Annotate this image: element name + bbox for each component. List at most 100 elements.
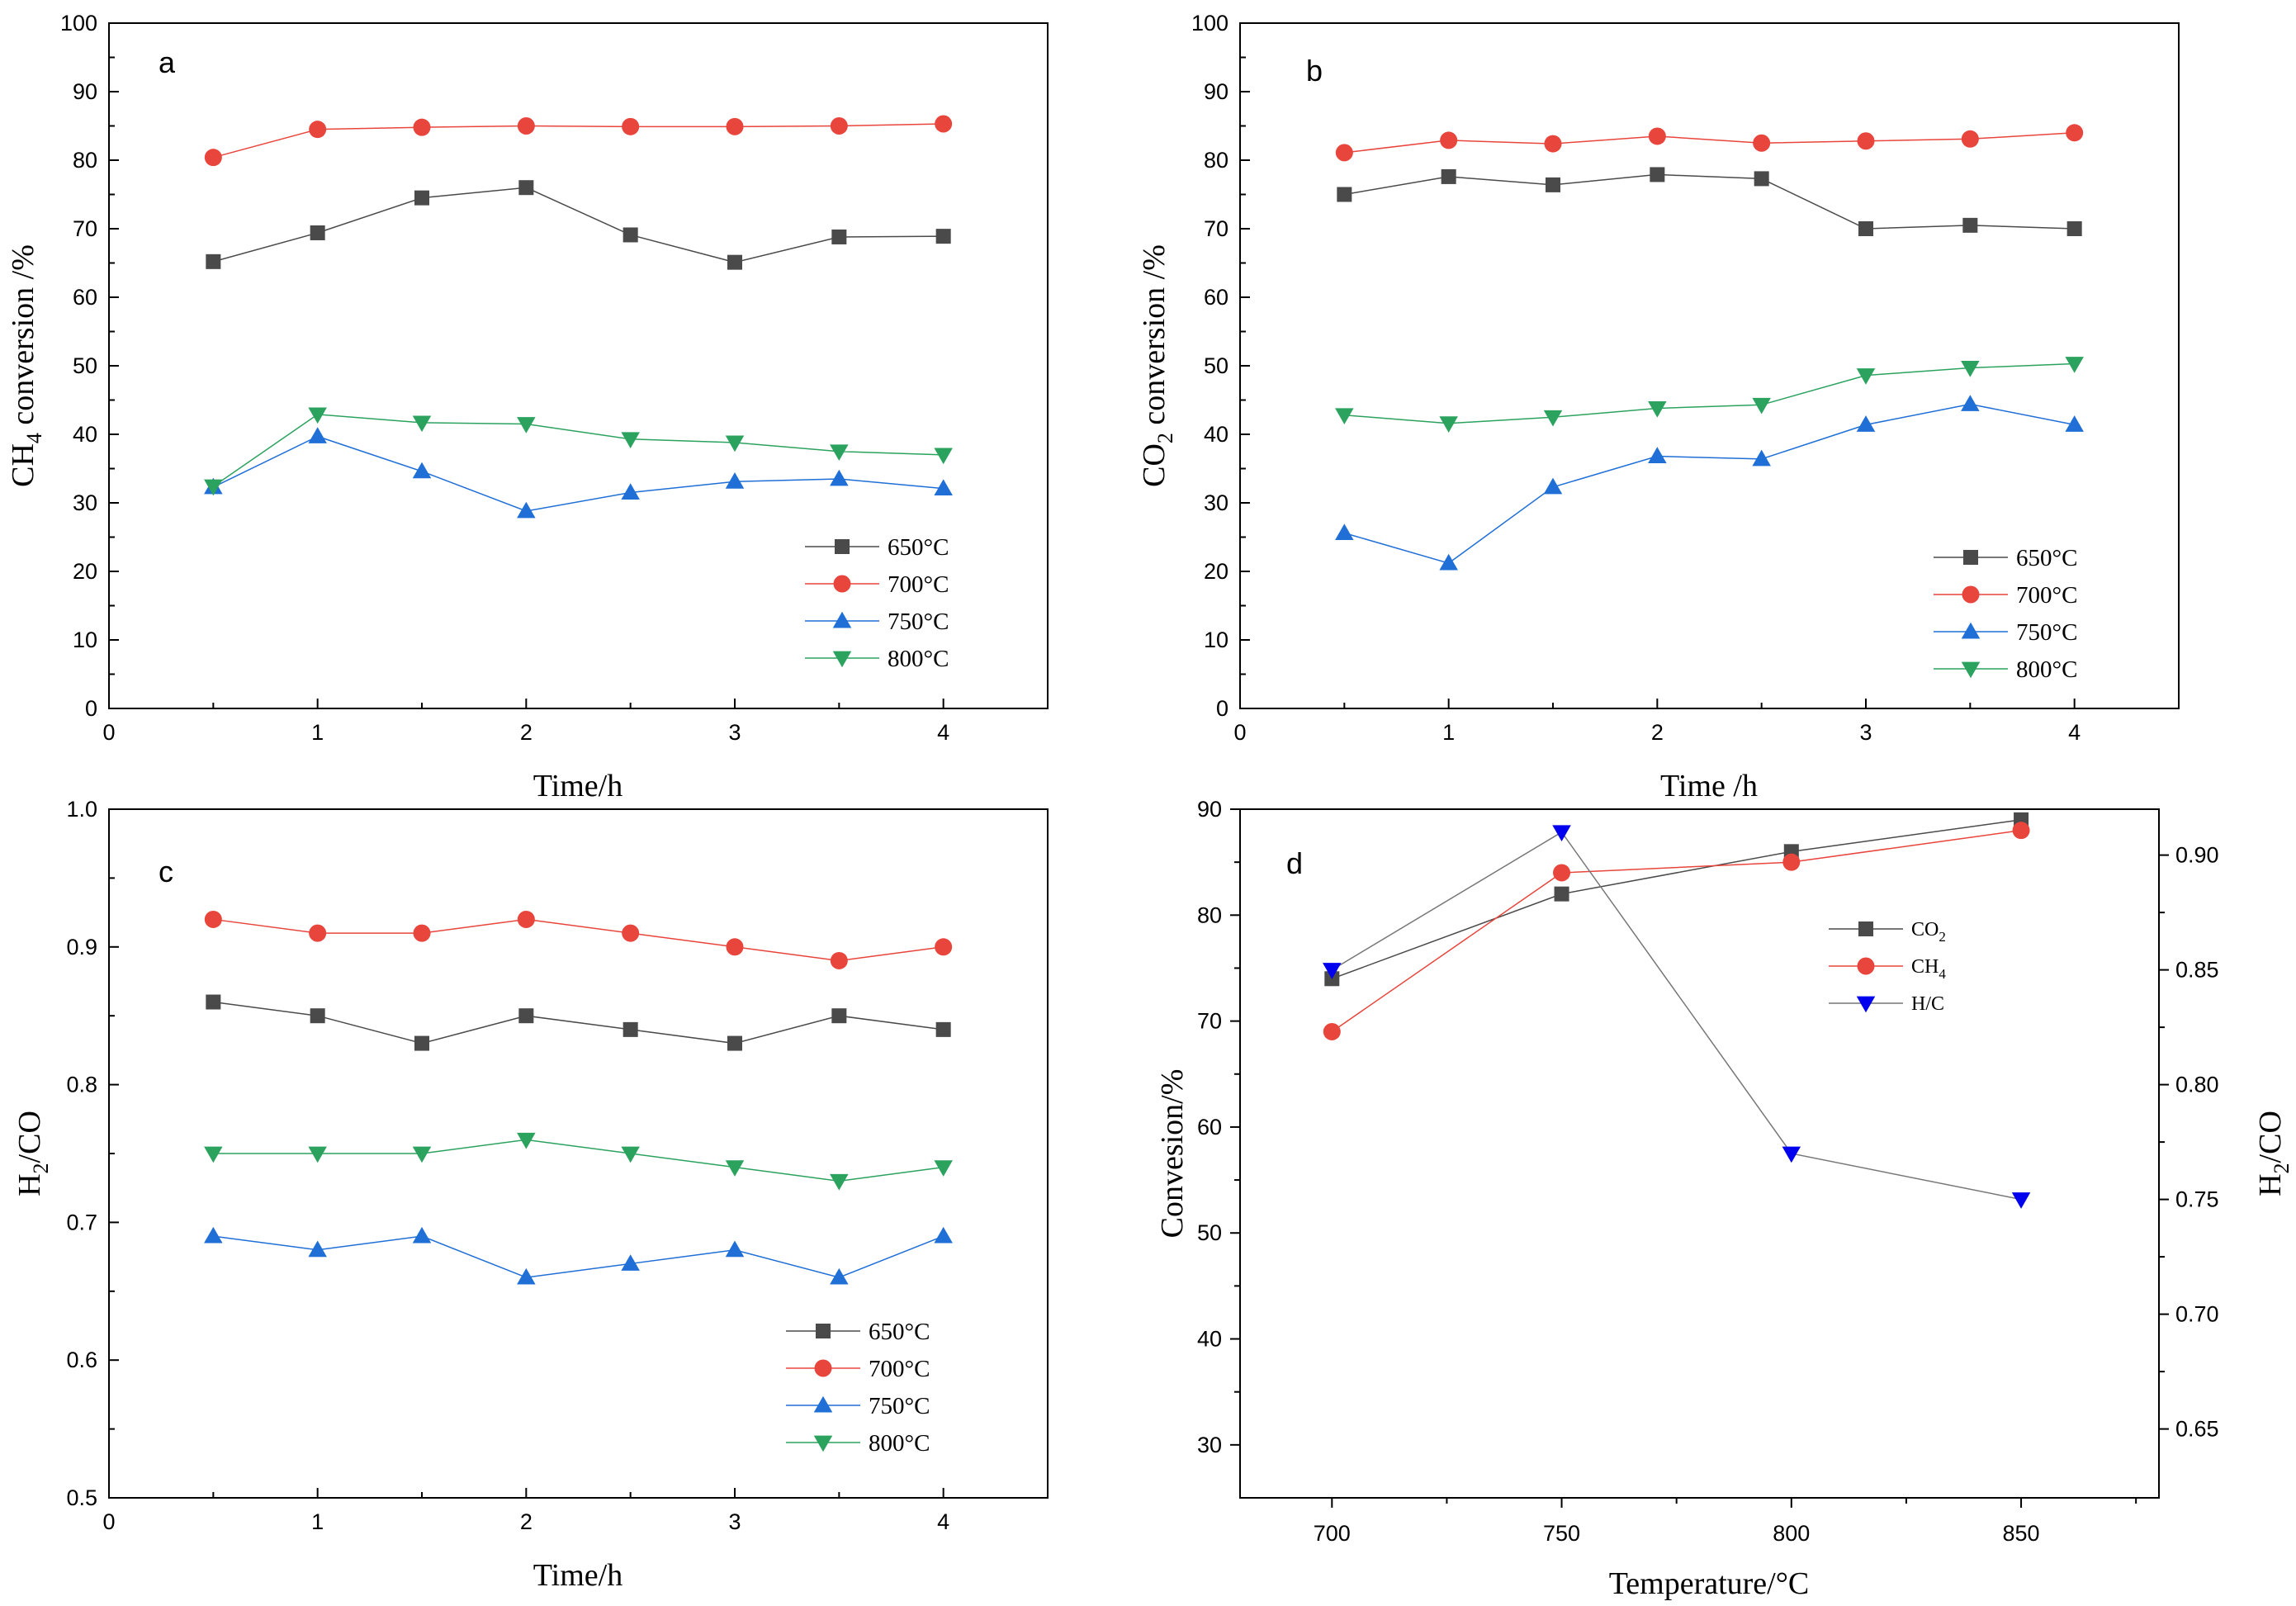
y-tick-label: 0.9 xyxy=(66,935,97,959)
data-point xyxy=(1856,415,1876,432)
data-point xyxy=(1439,416,1458,433)
x-axis-title-d: Temperature/°C xyxy=(1609,1566,1810,1601)
x-tick-label: 2 xyxy=(520,1509,533,1534)
series-layer-b xyxy=(1335,124,2084,571)
y-tick-label: 100 xyxy=(1191,11,1228,36)
data-point xyxy=(727,254,742,270)
x-tick-label: 4 xyxy=(937,720,949,745)
y-left-tick-label: 90 xyxy=(1197,797,1222,822)
series-line-700°C xyxy=(213,123,944,159)
panel-label-d: d xyxy=(1286,846,1303,880)
data-point xyxy=(1961,361,1980,377)
data-point xyxy=(935,938,953,956)
series-layer-a xyxy=(204,115,953,519)
data-point xyxy=(1782,1146,1801,1163)
x-tick-label: 1 xyxy=(1442,720,1455,745)
y-tick-label: 70 xyxy=(73,216,97,241)
y-tick-label: 0 xyxy=(1216,696,1228,721)
y-tick-label: 60 xyxy=(73,285,97,310)
x-tick-label: 4 xyxy=(937,1509,949,1534)
data-point xyxy=(1961,395,1980,411)
data-point xyxy=(517,117,535,135)
series-layer-c xyxy=(204,910,953,1285)
series-line-750°C xyxy=(213,1235,944,1278)
data-point xyxy=(518,180,534,196)
data-point xyxy=(1335,144,1353,162)
data-point xyxy=(310,1008,325,1024)
data-point xyxy=(412,1146,432,1163)
x-tick-label: 700 xyxy=(1314,1521,1351,1546)
data-point xyxy=(725,435,745,452)
legend-label: 750°C xyxy=(2016,619,2077,646)
data-point xyxy=(310,225,325,240)
legend-label: 700°C xyxy=(2016,582,2077,609)
legend-marker xyxy=(1962,585,1980,604)
legend-marker xyxy=(1858,921,1873,936)
data-point xyxy=(309,121,327,139)
y-left-tick-label: 30 xyxy=(1197,1433,1222,1457)
data-point xyxy=(1335,408,1354,425)
y-axis-title-c: H2/CO xyxy=(12,1111,53,1196)
data-point xyxy=(1961,130,1979,148)
y-left-tick-label: 50 xyxy=(1197,1220,1222,1245)
data-point xyxy=(830,444,849,461)
data-point xyxy=(725,1160,745,1177)
legend-marker xyxy=(835,539,850,554)
data-point xyxy=(2065,357,2084,373)
data-point xyxy=(1962,217,1978,233)
data-point xyxy=(934,1226,953,1244)
data-point xyxy=(1335,523,1354,540)
y-tick-label: 50 xyxy=(1204,353,1228,378)
data-point xyxy=(1546,177,1560,192)
x-tick-label: 800 xyxy=(1773,1521,1810,1546)
panel-d: 700 750 800 850 30 40 50 60 70 80 90 0.65 0.70 0.75 0.… xyxy=(1155,797,2294,1601)
legend-marker xyxy=(1857,957,1875,975)
data-point xyxy=(623,227,638,243)
x-tick-label: 3 xyxy=(728,1509,741,1534)
data-point xyxy=(935,229,951,244)
series-line-800°C xyxy=(212,414,944,487)
y-tick-label: 50 xyxy=(73,353,97,378)
data-point xyxy=(204,149,222,167)
data-point xyxy=(830,1173,849,1191)
data-point xyxy=(830,117,848,135)
data-point xyxy=(831,229,847,244)
axis-ticks-c: 0 1 2 3 4 0.5 0.6 0.7 0.8 0.9 1.0 xyxy=(66,797,1049,1534)
legend-label: 700°C xyxy=(869,1356,930,1382)
data-point xyxy=(1856,368,1876,385)
y-tick-label: 90 xyxy=(73,79,97,104)
data-point xyxy=(206,994,221,1010)
data-point xyxy=(2011,1192,2031,1209)
y-tick-label: 80 xyxy=(73,148,97,173)
data-point xyxy=(414,1035,429,1051)
y-left-tick-label: 40 xyxy=(1197,1327,1222,1352)
data-point xyxy=(1553,864,1571,882)
y-right-tick-label: 0.85 xyxy=(2175,958,2219,983)
data-point xyxy=(1554,886,1569,902)
y-right-tick-label: 0.70 xyxy=(2175,1302,2219,1327)
panel-label-c: c xyxy=(159,855,173,888)
y-tick-label: 40 xyxy=(73,422,97,447)
data-point xyxy=(621,1146,640,1163)
data-point xyxy=(934,448,953,465)
x-axis-title-a: Time/h xyxy=(533,769,623,803)
legend-label: 750°C xyxy=(888,609,949,635)
legend-label: 700°C xyxy=(888,571,949,598)
legend-a: 650°C 700°C 750°C 800°C xyxy=(805,534,949,672)
legend-label: CO2 xyxy=(1911,919,1946,945)
legend-label: 650°C xyxy=(2016,545,2077,571)
data-point xyxy=(206,253,221,269)
data-point xyxy=(934,479,953,496)
y-tick-label: 90 xyxy=(1204,79,1228,104)
series-line-650°C xyxy=(213,187,944,263)
data-point xyxy=(1543,410,1563,427)
data-point xyxy=(934,1160,953,1177)
data-point xyxy=(621,1254,640,1271)
series-line-700°C xyxy=(1344,132,2075,154)
data-point xyxy=(413,924,431,942)
x-axis-title-b: Time /h xyxy=(1660,769,1758,803)
panel-label-b: b xyxy=(1306,54,1323,88)
